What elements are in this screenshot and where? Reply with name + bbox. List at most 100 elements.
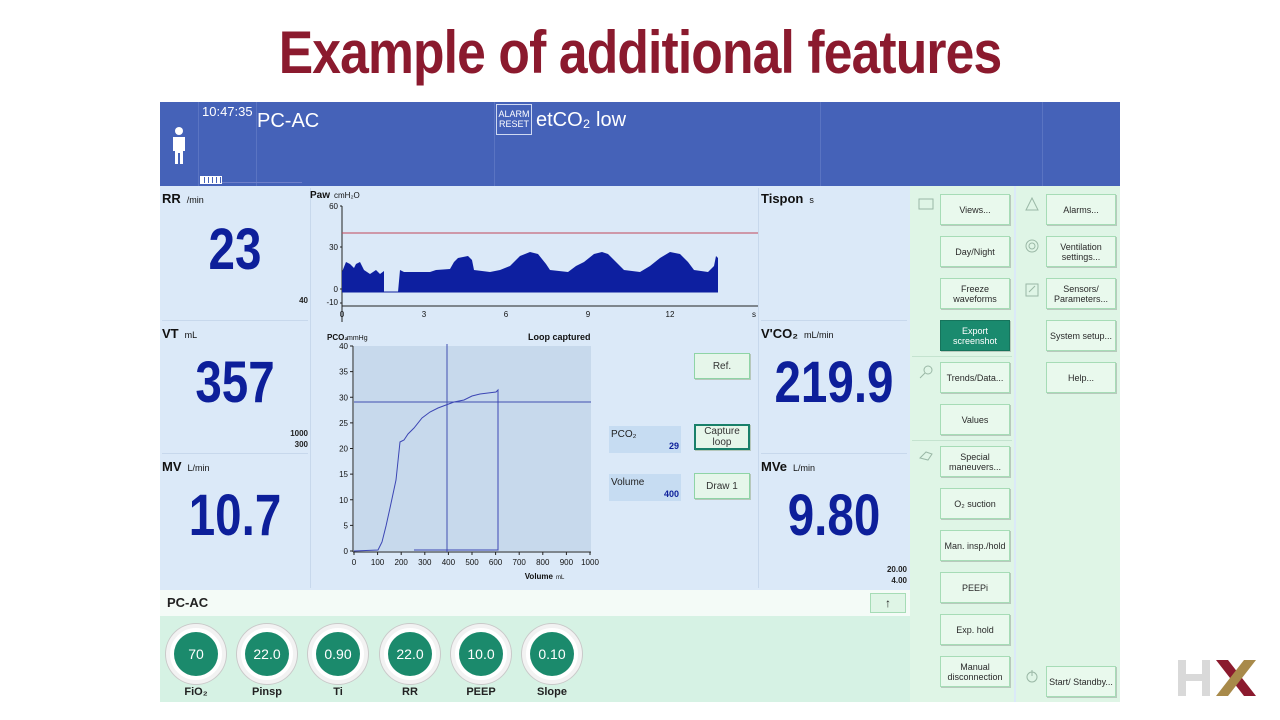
mve-panel[interactable]: MVe L/min 9.80 20.00 4.00	[759, 454, 909, 588]
rr-label-text: RR	[162, 191, 181, 206]
paw-y-tick-label: 30	[329, 243, 338, 252]
slide-title: Example of additional features	[278, 19, 1002, 86]
peep-label: PEEP	[466, 686, 496, 698]
loop-y-tick-label: 20	[339, 445, 348, 454]
mode-settings-bar: PC-AC ↑	[160, 590, 910, 616]
magnifier-icon	[919, 365, 933, 379]
export-screenshot-button[interactable]: Export screenshot	[940, 320, 1010, 351]
exp-hold-button[interactable]: Exp. hold	[940, 614, 1010, 645]
expand-settings-button[interactable]: ↑	[870, 593, 906, 613]
loop-y-tick-label: 0	[344, 547, 349, 556]
hx-logo	[1178, 660, 1256, 696]
loop-x-tick-label: 500	[465, 558, 479, 567]
ventilation-mode-title[interactable]: PC-AC	[257, 110, 320, 132]
slope-dial[interactable]: 0.10	[522, 624, 582, 684]
start-standby-button[interactable]: Start/ Standby...	[1046, 666, 1116, 697]
loop-x-tick-label: 800	[536, 558, 550, 567]
peepi-button[interactable]: PEEPi	[940, 572, 1010, 603]
ventilator-screen: 10:47:35 PC-AC ALARM RESET etCO₂ low RR /…	[160, 102, 1120, 702]
pco2-volume-loop[interactable]: PCO₂ mmHg 40 35 30 25 20 15 10 5 0 0 100 200 300 400…	[320, 330, 610, 582]
rr-setting-label: RR	[402, 686, 418, 698]
menu-column-right: Alarms... Ventilation settings... Sensor…	[1016, 186, 1120, 702]
ti-value: 0.90	[316, 632, 360, 676]
man-insp-hold-button[interactable]: Man. insp./hold	[940, 530, 1010, 561]
separator	[162, 320, 308, 321]
vt-label-text: VT	[162, 326, 179, 341]
alarm-reset-line: ALARM	[498, 109, 530, 119]
ti-dial[interactable]: 0.90	[308, 624, 368, 684]
peep-dial[interactable]: 10.0	[451, 624, 511, 684]
paw-x-tick-label: 0	[340, 310, 345, 319]
header-divider	[820, 102, 821, 186]
fio2-value: 70	[174, 632, 218, 676]
draw-button[interactable]: Draw 1	[694, 473, 750, 499]
mve-limit-low: 4.00	[891, 576, 907, 585]
rr-dial[interactable]: 22.0	[380, 624, 440, 684]
vco2-panel[interactable]: V'CO₂ mL/min 219.9	[759, 321, 909, 453]
trends-data-button[interactable]: Trends/Data...	[940, 362, 1010, 393]
hand-icon	[919, 451, 933, 461]
ventilation-settings-button[interactable]: Ventilation settings...	[1046, 236, 1116, 267]
separator	[758, 188, 759, 588]
mv-label-text: MV	[162, 459, 182, 474]
loop-y-tick-label: 25	[339, 419, 348, 428]
fio2-dial[interactable]: 70	[166, 624, 226, 684]
help-button[interactable]: Help...	[1046, 362, 1116, 393]
vt-panel[interactable]: VT mL 357 1000 300	[160, 321, 310, 453]
mv-panel[interactable]: MV L/min 10.7	[160, 454, 310, 588]
vt-limit-high: 1000	[290, 429, 308, 438]
sensors-parameters-button[interactable]: Sensors/ Parameters...	[1046, 278, 1116, 309]
manual-disconnection-button[interactable]: Manual disconnection	[940, 656, 1010, 687]
cursor-pco2-label: PCO₂	[611, 429, 637, 440]
ti-label: Ti	[333, 686, 343, 698]
header-divider	[1042, 102, 1043, 186]
loop-y-tick-label: 5	[344, 521, 349, 530]
o2-suction-button[interactable]: O₂ suction	[940, 488, 1010, 519]
vco2-label: V'CO₂ mL/min	[761, 326, 834, 341]
vt-limit-low: 300	[294, 440, 308, 449]
ventilation-icon	[1025, 239, 1039, 253]
mve-value: 9.80	[787, 483, 881, 548]
rr-panel[interactable]: RR/min 23 40	[160, 186, 310, 320]
tispon-label-text: Tispon	[761, 191, 804, 206]
views-button[interactable]: Views...	[940, 194, 1010, 225]
special-maneuvers-button[interactable]: Special maneuvers...	[940, 446, 1010, 477]
alarm-message[interactable]: etCO₂ low	[536, 109, 627, 131]
rr-limit: 40	[299, 296, 308, 305]
ref-button[interactable]: Ref.	[694, 353, 750, 379]
vco2-unit: mL/min	[804, 330, 834, 340]
loop-x-tick-label: 400	[442, 558, 456, 567]
values-button[interactable]: Values	[940, 404, 1010, 435]
adult-patient-icon[interactable]	[169, 126, 189, 166]
header-bar: 10:47:35 PC-AC ALARM RESET etCO₂ low	[160, 102, 1120, 186]
views-icon	[918, 198, 934, 210]
cursor-pco2-readout: PCO₂ 29	[609, 426, 681, 453]
day-night-button[interactable]: Day/Night	[940, 236, 1010, 267]
paw-unit: cmH₂O	[334, 191, 360, 200]
alarms-button[interactable]: Alarms...	[1046, 194, 1116, 225]
pinsp-label: Pinsp	[252, 686, 282, 698]
cursor-volume-value: 400	[663, 489, 679, 499]
cursor-pco2-value: 29	[668, 441, 679, 451]
control-settings: 70 FiO₂ 22.0 Pinsp 0.90 Ti 22.0 RR 10.0	[160, 616, 910, 702]
loop-y-unit: mmHg	[347, 335, 368, 342]
battery-line	[222, 182, 302, 183]
paw-y-tick-label: 0	[334, 285, 339, 294]
tispon-panel[interactable]: Tispon s	[759, 186, 909, 320]
system-setup-button[interactable]: System setup...	[1046, 320, 1116, 351]
battery-icon	[200, 176, 222, 184]
capture-loop-button[interactable]: Capture loop	[694, 424, 750, 450]
rr-label: RR/min	[162, 191, 204, 206]
paw-x-tick-label: 12	[666, 310, 675, 319]
mve-label: MVe L/min	[761, 459, 815, 474]
paw-waveform[interactable]: Paw cmH₂O 60 30 0 -10 0 3 6 9 12 s	[310, 186, 760, 322]
freeze-waveforms-button[interactable]: Freeze waveforms	[940, 278, 1010, 309]
loop-x-tick-label: 600	[489, 558, 503, 567]
pinsp-value: 22.0	[245, 632, 289, 676]
header-divider	[198, 102, 199, 186]
pinsp-dial[interactable]: 22.0	[237, 624, 297, 684]
alarm-reset-button[interactable]: ALARM RESET	[496, 104, 532, 135]
sensors-icon	[1025, 283, 1039, 297]
tispon-label: Tispon s	[761, 191, 814, 206]
loop-x-tick-label: 700	[513, 558, 527, 567]
